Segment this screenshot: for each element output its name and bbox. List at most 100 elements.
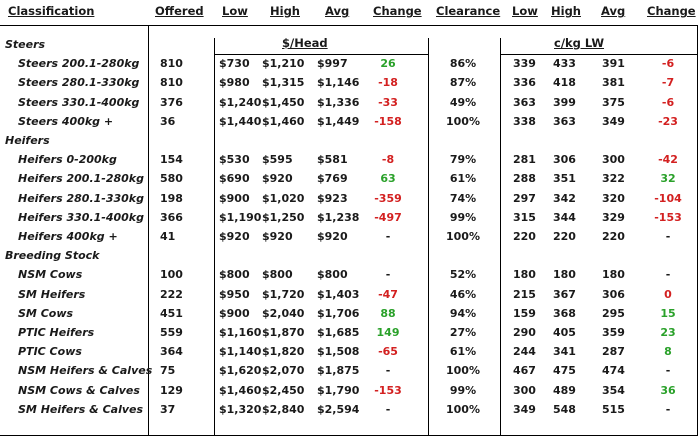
cell-offered: 810 bbox=[160, 76, 183, 90]
cell-avg2: 306 bbox=[602, 287, 625, 301]
cell-avg2: 391 bbox=[602, 57, 625, 71]
cell-change: -65 bbox=[378, 345, 398, 359]
cell-offered: 198 bbox=[160, 191, 183, 205]
row-classification: Steers 280.1-330kg bbox=[18, 76, 140, 90]
cell-high: $1,460 bbox=[262, 114, 305, 128]
cell-avg2: 359 bbox=[602, 326, 625, 339]
cell-change2: - bbox=[665, 230, 671, 243]
row-classification: Heifers 200.1-280kg bbox=[18, 172, 144, 186]
cell-change2: 0 bbox=[664, 287, 672, 301]
cell-high2: 341 bbox=[553, 345, 576, 359]
cell-high: $1,210 bbox=[262, 57, 305, 71]
cell-change: -33 bbox=[378, 95, 398, 109]
col-divider-price-left bbox=[214, 38, 215, 436]
cell-high: $920 bbox=[262, 172, 293, 186]
cell-high: $1,020 bbox=[262, 191, 305, 205]
cell-low2: 315 bbox=[513, 210, 536, 224]
cell-high2: 475 bbox=[553, 364, 576, 378]
row-classification: Heifers 0-200kg bbox=[18, 153, 117, 167]
col-divider-price-right bbox=[428, 38, 429, 436]
unit-lw-label: c/kg LW bbox=[554, 36, 605, 50]
cell-change: -497 bbox=[374, 210, 402, 224]
cell-high2: 399 bbox=[553, 95, 576, 109]
row-classification: SM Heifers & Calves bbox=[18, 402, 144, 416]
cell-high2: 220 bbox=[553, 230, 576, 243]
cell-low: $1,440 bbox=[219, 114, 262, 128]
cell-change2: - bbox=[665, 364, 671, 378]
cell-low: $1,460 bbox=[219, 383, 262, 397]
cell-offered: 41 bbox=[160, 230, 176, 243]
cell-low2: 215 bbox=[513, 287, 536, 301]
cell-low2: 467 bbox=[513, 364, 536, 378]
header-high-ckg: High bbox=[551, 4, 581, 18]
cell-change: 63 bbox=[380, 172, 396, 186]
cell-high2: 306 bbox=[553, 153, 576, 167]
row-classification: Steers 330.1-400kg bbox=[18, 95, 140, 109]
header-change: Change bbox=[373, 4, 422, 18]
cell-avg2: 295 bbox=[602, 306, 625, 320]
header-clearance: Clearance bbox=[436, 4, 501, 18]
cell-avg: $920 bbox=[317, 230, 348, 243]
cell-high2: 405 bbox=[553, 326, 576, 339]
row-classification: PTIC Heifers bbox=[18, 326, 95, 339]
cell-high: $595 bbox=[262, 153, 293, 167]
cell-high: $2,040 bbox=[262, 306, 305, 320]
cell-high: $800 bbox=[262, 268, 293, 282]
cell-low2: 220 bbox=[513, 230, 536, 243]
cell-high2: 548 bbox=[553, 402, 576, 416]
cell-change: -8 bbox=[381, 153, 395, 167]
cell-change2: -6 bbox=[661, 95, 675, 109]
cell-low: $980 bbox=[219, 76, 250, 90]
row-classification: NSM Cows & Calves bbox=[18, 383, 140, 397]
cell-change2: -23 bbox=[658, 114, 678, 128]
section-heading: Heifers bbox=[5, 134, 50, 147]
cell-change2: - bbox=[665, 402, 671, 416]
row-classification: NSM Cows bbox=[18, 268, 83, 282]
cell-low: $950 bbox=[219, 287, 250, 301]
cell-low: $1,190 bbox=[219, 210, 262, 224]
header-high: High bbox=[270, 4, 300, 18]
cell-avg2: 320 bbox=[602, 191, 625, 205]
cell-avg: $923 bbox=[317, 191, 348, 205]
cell-low2: 290 bbox=[513, 326, 536, 339]
col-divider-offered bbox=[148, 25, 149, 436]
cell-offered: 810 bbox=[160, 57, 183, 71]
cell-avg: $1,706 bbox=[317, 306, 360, 320]
cell-clearance: 61% bbox=[449, 172, 477, 186]
row-classification: Steers 400kg + bbox=[18, 114, 114, 128]
cell-change: -158 bbox=[374, 114, 402, 128]
cell-clearance: 27% bbox=[449, 326, 477, 339]
cell-low2: 159 bbox=[513, 306, 536, 320]
cell-offered: 364 bbox=[160, 345, 183, 359]
cell-low: $530 bbox=[219, 153, 250, 167]
cell-avg: $1,336 bbox=[317, 95, 360, 109]
cell-avg: $1,508 bbox=[317, 345, 360, 359]
row-classification: Steers 200.1-280kg bbox=[18, 57, 140, 71]
cell-avg2: 322 bbox=[602, 172, 625, 186]
head-unit-rule bbox=[214, 54, 428, 55]
cell-high2: 342 bbox=[553, 191, 576, 205]
cell-high: $920 bbox=[262, 230, 293, 243]
cell-high2: 363 bbox=[553, 114, 576, 128]
unit-head-label: $/Head bbox=[282, 36, 328, 50]
cell-low2: 300 bbox=[513, 383, 536, 397]
cell-change2: -6 bbox=[661, 57, 675, 71]
cell-offered: 559 bbox=[160, 326, 183, 339]
cell-change2: -104 bbox=[654, 191, 682, 205]
lw-unit-rule bbox=[500, 54, 698, 55]
cell-clearance: 100% bbox=[446, 230, 480, 243]
cell-high2: 180 bbox=[553, 268, 576, 282]
cell-avg2: 381 bbox=[602, 76, 625, 90]
cell-avg2: 180 bbox=[602, 268, 625, 282]
cell-avg: $1,790 bbox=[317, 383, 360, 397]
cell-offered: 222 bbox=[160, 287, 183, 301]
header-low: Low bbox=[222, 4, 248, 18]
cell-low: $1,240 bbox=[219, 95, 262, 109]
cell-high: $1,450 bbox=[262, 95, 305, 109]
cell-avg: $581 bbox=[317, 153, 348, 167]
cell-change: -18 bbox=[378, 76, 398, 90]
cell-change: - bbox=[385, 230, 391, 243]
cell-low: $730 bbox=[219, 57, 250, 71]
cell-low2: 180 bbox=[513, 268, 536, 282]
